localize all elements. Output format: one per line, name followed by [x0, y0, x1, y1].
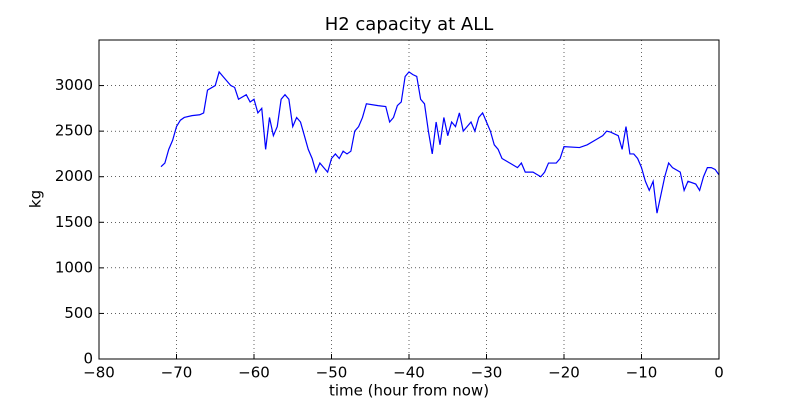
y-axis-label: kg — [27, 190, 45, 208]
x-tick-label: −50 — [316, 364, 348, 382]
x-tick-label: −10 — [626, 364, 658, 382]
x-tick-label: 0 — [714, 364, 724, 382]
y-tick-label: 2000 — [55, 167, 93, 185]
x-tick-label: −80 — [83, 364, 115, 382]
y-tick-label: 0 — [83, 350, 93, 368]
y-tick-label: 2500 — [55, 122, 93, 140]
x-tick-label: −40 — [393, 364, 425, 382]
chart-title: H2 capacity at ALL — [325, 14, 494, 35]
x-tick-label: −20 — [548, 364, 580, 382]
y-tick-label: 1500 — [55, 213, 93, 231]
y-tick-label: 1000 — [55, 258, 93, 276]
y-tick-label: 3000 — [55, 76, 93, 94]
x-tick-label: −60 — [238, 364, 270, 382]
x-tick-label: −70 — [161, 364, 193, 382]
data-line — [160, 70, 720, 214]
plot-frame — [98, 39, 720, 360]
x-axis-label: time (hour from now) — [329, 382, 489, 400]
y-tick-label: 500 — [64, 304, 93, 322]
x-tick-label: −30 — [471, 364, 503, 382]
